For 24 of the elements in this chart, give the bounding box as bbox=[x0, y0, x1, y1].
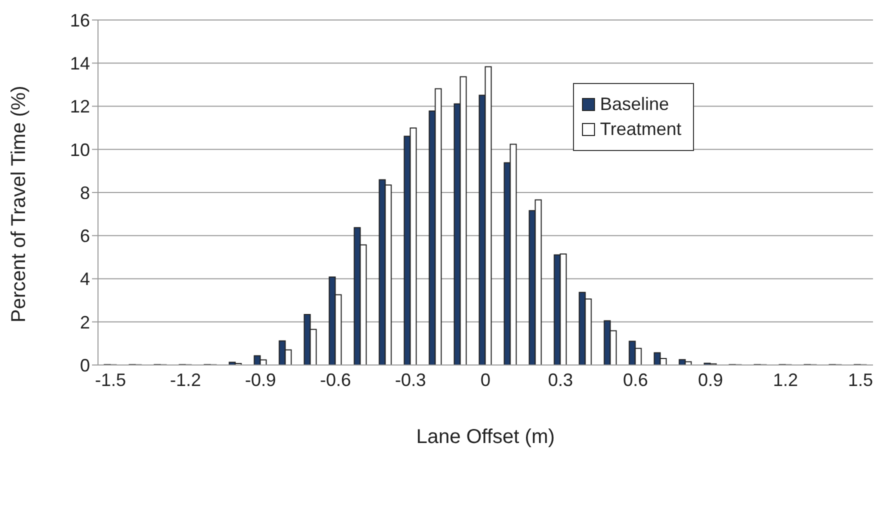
y-tick-label: 14 bbox=[70, 54, 90, 74]
y-tick-label: 12 bbox=[70, 96, 90, 117]
x-tick-label: 0 bbox=[480, 370, 491, 390]
x-tick-label: 1.5 bbox=[848, 370, 874, 390]
y-tick-label: 4 bbox=[80, 269, 90, 290]
x-axis-title: Lane Offset (m) bbox=[416, 426, 555, 448]
x-tick-label: -0.6 bbox=[320, 370, 352, 390]
x-tick-label: 0.3 bbox=[548, 370, 574, 390]
y-tick-label: 6 bbox=[80, 226, 90, 246]
x-tick-label: -0.9 bbox=[244, 370, 276, 390]
x-tick-label: -0.3 bbox=[394, 370, 426, 390]
legend-label: Baseline bbox=[600, 94, 670, 115]
x-tick-label: 0.9 bbox=[698, 370, 724, 390]
x-tick-label: 1.2 bbox=[772, 370, 798, 390]
y-tick-label: 16 bbox=[70, 10, 90, 30]
y-axis-title: Percent of Travel Time (%) bbox=[8, 86, 30, 322]
x-tick-label: -1.5 bbox=[94, 370, 126, 390]
x-tick-label: 0.6 bbox=[622, 370, 648, 390]
x-tick-label: -1.2 bbox=[170, 370, 202, 390]
y-tick-label: 2 bbox=[80, 312, 90, 332]
legend-label: Treatment bbox=[600, 119, 682, 140]
y-tick-label: 10 bbox=[70, 140, 90, 160]
y-tick-label: 8 bbox=[80, 182, 90, 203]
y-tick-label: 0 bbox=[80, 355, 90, 376]
